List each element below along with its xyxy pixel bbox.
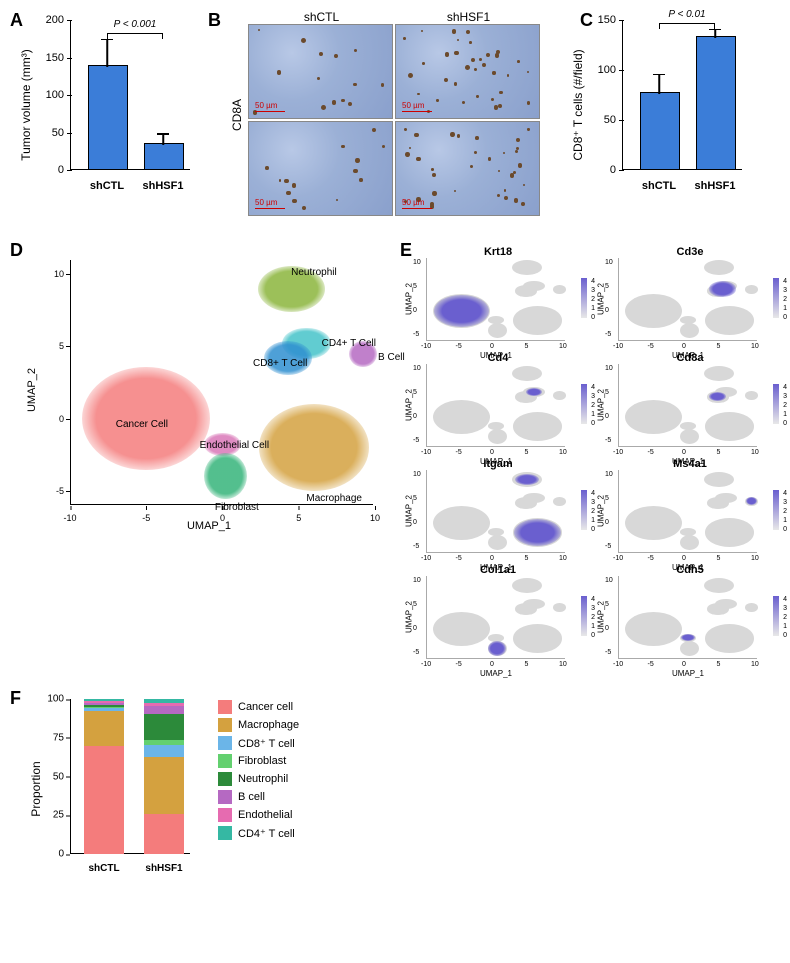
scale-bar: 50 µm [255, 198, 285, 209]
bar [696, 36, 734, 170]
y-tick: 200 [40, 14, 64, 26]
bar [144, 143, 182, 170]
legend-item: CD4⁺ T cell [218, 826, 299, 840]
panel-b-col1: shCTL [248, 10, 395, 24]
stack-category-label: shCTL [88, 863, 119, 874]
significance-text: P < 0.001 [114, 19, 157, 30]
y-tick: 100 [592, 64, 616, 76]
panel-c-chart: 050100150CD8⁺ T cells (#/field)shCTLshHS… [582, 10, 752, 200]
umap-ylabel: UMAP_2 [26, 368, 38, 412]
bar [88, 65, 126, 171]
ihc-image: 50 µm [395, 121, 540, 216]
legend-item: Fibroblast [218, 754, 299, 768]
cluster-label: B Cell [378, 352, 405, 363]
panel-f-chart: 0255075100ProportionshCTLshHSF1 [40, 694, 200, 884]
gene-umap-cd4: Cd4-10-50510-50510UMAP_2UMAP_143210 [408, 352, 588, 452]
panel-a-label: A [10, 10, 23, 31]
panel-b-label: B [208, 10, 221, 31]
cluster-label: Fibroblast [215, 502, 259, 513]
scale-bar: 50 µm [402, 101, 432, 112]
y-tick: 0 [40, 164, 64, 176]
gene-umap-cd8a: Cd8a-10-50510-50510UMAP_2UMAP_143210 [600, 352, 780, 452]
gene-title: Krt18 [408, 246, 588, 258]
cluster-label: Endothelial Cell [200, 440, 270, 451]
bar [640, 92, 678, 170]
gene-umap-col1a1: Col1a1-10-50510-50510UMAP_2UMAP_143210 [408, 564, 588, 664]
cluster-label: CD8+ T Cell [253, 358, 307, 369]
cluster-label: Macrophage [306, 493, 362, 504]
panel-b-col2: shHSF1 [395, 10, 542, 24]
proportion-ylabel: Proportion [29, 761, 43, 816]
stacked-bar [84, 699, 124, 854]
panel-b-row-label: CD8A [230, 99, 244, 131]
gene-title: Itgam [408, 458, 588, 470]
cluster-fibroblast [204, 453, 247, 499]
legend-item: Neutrophil [218, 772, 299, 786]
scale-bar: 50 µm [402, 198, 432, 209]
x-category-label: shCTL [635, 180, 683, 192]
x-category-label: shHSF1 [139, 180, 187, 192]
legend-item: Endothelial [218, 808, 299, 822]
ihc-image: 50 µm [395, 24, 540, 119]
y-axis-label: Tumor volume (mm³) [19, 49, 33, 161]
x-category-label: shCTL [83, 180, 131, 192]
figure: A B C 050100150200Tumor volume (mm³)shCT… [10, 10, 780, 884]
legend-item: Cancer cell [218, 700, 299, 714]
ihc-image: 50 µm [248, 24, 393, 119]
gene-title: Cdh5 [600, 564, 780, 576]
y-tick: 150 [592, 14, 616, 26]
gene-title: Cd4 [408, 352, 588, 364]
stack-category-label: shHSF1 [145, 863, 182, 874]
gene-title: Cd3e [600, 246, 780, 258]
gene-title: Col1a1 [408, 564, 588, 576]
y-tick: 50 [592, 114, 616, 126]
panel-f-legend: Cancer cell Macrophage CD8⁺ T cell Fibrobla… [218, 700, 299, 884]
cluster-label: CD4+ T Cell [322, 338, 376, 349]
gene-title: Cd8a [600, 352, 780, 364]
panel-d-label: D [10, 240, 23, 261]
ihc-grid: 50 µm 50 µm 50 µm 50 µm [248, 24, 542, 216]
cluster-macrophage [259, 404, 369, 490]
y-axis-label: CD8⁺ T cells (#/field) [571, 49, 585, 160]
cluster-label: Cancer Cell [116, 419, 168, 430]
y-tick: 0 [592, 164, 616, 176]
y-tick: 100 [40, 89, 64, 101]
gene-umap-itgam: Itgam-10-50510-50510UMAP_2UMAP_143210 [408, 458, 588, 558]
panel-a-chart: 050100150200Tumor volume (mm³)shCTLshHSF… [30, 10, 200, 200]
panel-b: CD8A shCTL shHSF1 50 µm 50 µm 50 µm 50 µm [230, 10, 542, 220]
panel-e-grid: Krt18-10-50510-50510UMAP_2UMAP_143210Cd3… [408, 246, 780, 664]
gene-umap-ms4a1: Ms4a1-10-50510-50510UMAP_2UMAP_143210 [600, 458, 780, 558]
cluster-label: Neutrophil [291, 267, 337, 278]
legend-item: CD8⁺ T cell [218, 736, 299, 750]
y-tick: 150 [40, 52, 64, 64]
gene-title: Ms4a1 [600, 458, 780, 470]
panel-d-umap: -50510-10-50510UMAP_2UMAP_1NeutrophilCD4… [40, 250, 378, 530]
umap-xlabel: UMAP_1 [187, 520, 231, 532]
significance-text: P < 0.01 [668, 9, 705, 20]
gene-umap-krt18: Krt18-10-50510-50510UMAP_2UMAP_143210 [408, 246, 588, 346]
scale-bar: 50 µm [255, 101, 285, 112]
y-tick: 50 [40, 127, 64, 139]
stacked-bar [144, 699, 184, 854]
x-category-label: shHSF1 [691, 180, 739, 192]
gene-umap-cd3e: Cd3e-10-50510-50510UMAP_2UMAP_143210 [600, 246, 780, 346]
panel-f-label: F [10, 688, 21, 709]
ihc-image: 50 µm [248, 121, 393, 216]
legend-item: Macrophage [218, 718, 299, 732]
legend-item: B cell [218, 790, 299, 804]
gene-umap-cdh5: Cdh5-10-50510-50510UMAP_2UMAP_143210 [600, 564, 780, 664]
